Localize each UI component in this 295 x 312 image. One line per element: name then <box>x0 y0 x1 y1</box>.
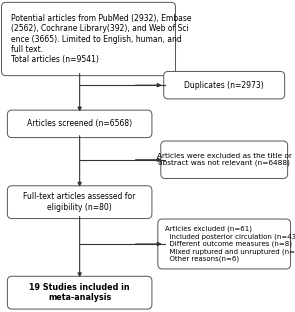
FancyBboxPatch shape <box>1 2 176 76</box>
FancyBboxPatch shape <box>7 110 152 138</box>
Text: Potential articles from PubMed (2932), Embase
(2562), Cochrane Library(392), and: Potential articles from PubMed (2932), E… <box>11 14 192 64</box>
FancyBboxPatch shape <box>7 276 152 309</box>
FancyBboxPatch shape <box>164 71 285 99</box>
FancyBboxPatch shape <box>158 219 291 269</box>
Text: Articles were excluded as the title or
abstract was not relevant (n=6488): Articles were excluded as the title or a… <box>157 153 292 167</box>
Text: Articles screened (n=6568): Articles screened (n=6568) <box>27 119 132 128</box>
FancyBboxPatch shape <box>7 186 152 218</box>
Text: Articles excluded (n=61)
  Included posterior circulation (n=43)
  Different out: Articles excluded (n=61) Included poster… <box>165 226 295 262</box>
Text: Full-text articles assessed for
eligibility (n=80): Full-text articles assessed for eligibil… <box>24 193 136 212</box>
Text: Duplicates (n=2973): Duplicates (n=2973) <box>184 81 264 90</box>
FancyBboxPatch shape <box>161 141 288 178</box>
Text: 19 Studies included in
meta-analysis: 19 Studies included in meta-analysis <box>29 283 130 302</box>
